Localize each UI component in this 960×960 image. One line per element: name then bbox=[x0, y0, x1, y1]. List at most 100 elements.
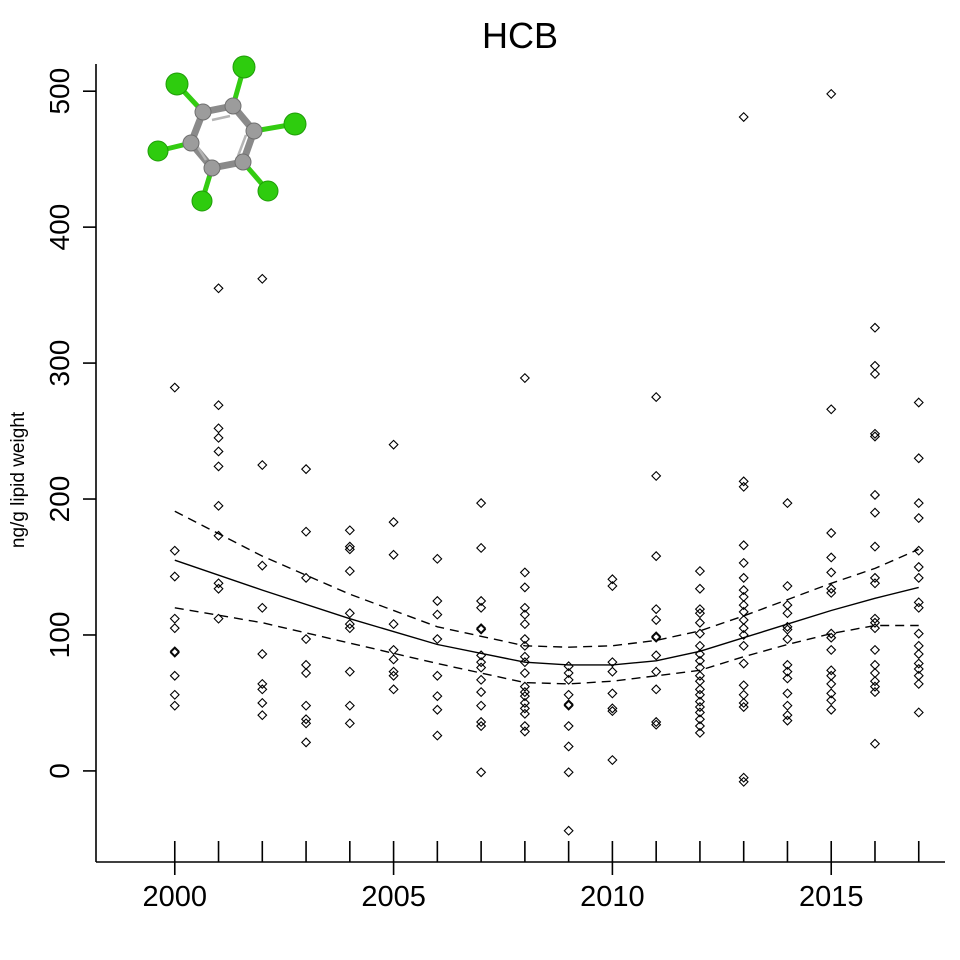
data-point bbox=[213, 446, 224, 457]
data-point bbox=[388, 644, 399, 656]
data-point bbox=[344, 700, 355, 711]
data-point bbox=[694, 617, 706, 628]
data-point bbox=[300, 718, 312, 729]
data-point bbox=[651, 632, 662, 643]
data-point bbox=[519, 609, 530, 620]
data-point bbox=[651, 470, 662, 481]
data-point bbox=[169, 623, 180, 634]
data-point bbox=[476, 767, 487, 778]
data-point bbox=[738, 557, 749, 568]
data-point bbox=[213, 500, 224, 511]
data-point bbox=[694, 720, 706, 732]
data-point bbox=[738, 111, 749, 123]
data-point bbox=[782, 688, 793, 699]
y-axis-label: ng/g lipid weight bbox=[8, 411, 29, 548]
data-point bbox=[694, 655, 706, 666]
data-point bbox=[388, 517, 399, 528]
data-point bbox=[826, 527, 837, 539]
data-point bbox=[344, 623, 355, 634]
data-point bbox=[738, 776, 749, 787]
data-point bbox=[869, 686, 881, 698]
data-point bbox=[782, 710, 793, 721]
data-point bbox=[869, 681, 881, 692]
data-point bbox=[913, 628, 924, 639]
data-point bbox=[869, 572, 881, 583]
data-point bbox=[476, 686, 487, 698]
data-point bbox=[563, 767, 574, 778]
x-tick-label: 2010 bbox=[580, 881, 645, 913]
data-point bbox=[694, 727, 706, 738]
data-point bbox=[782, 599, 793, 611]
data-point bbox=[169, 646, 180, 657]
data-point bbox=[563, 667, 574, 679]
data-point bbox=[607, 580, 618, 592]
data-point bbox=[257, 678, 268, 689]
data-point bbox=[432, 609, 443, 620]
data-point bbox=[651, 391, 662, 403]
data-point bbox=[476, 674, 487, 685]
data-point bbox=[169, 382, 180, 393]
data-point bbox=[607, 706, 618, 717]
data-point bbox=[869, 659, 881, 670]
data-point bbox=[476, 716, 487, 728]
chart-title: HCB bbox=[482, 15, 558, 56]
data-point bbox=[476, 623, 487, 634]
data-point bbox=[869, 431, 881, 442]
data-point bbox=[519, 657, 530, 668]
data-point bbox=[388, 684, 399, 695]
confidence-band-line bbox=[174, 510, 919, 648]
data-point bbox=[651, 551, 662, 562]
data-point bbox=[651, 719, 662, 730]
data-point bbox=[694, 640, 706, 651]
data-point bbox=[738, 614, 749, 626]
data-point bbox=[738, 572, 749, 583]
data-point bbox=[826, 632, 837, 643]
data-point bbox=[300, 659, 312, 670]
data-point bbox=[388, 439, 399, 450]
data-point bbox=[300, 464, 312, 475]
data-point bbox=[826, 552, 837, 563]
data-point bbox=[869, 676, 881, 687]
data-point bbox=[826, 644, 837, 656]
data-point bbox=[694, 701, 706, 713]
data-point bbox=[169, 647, 180, 658]
data-point bbox=[913, 397, 924, 408]
data-point bbox=[782, 608, 793, 619]
axes: 0 100 200 300 400 500 2000 2005 2010 2015 bbox=[44, 64, 945, 913]
data-point bbox=[694, 707, 706, 718]
x-tick-label: 2015 bbox=[799, 881, 864, 913]
data-point bbox=[738, 629, 749, 641]
x-tick-label: 2000 bbox=[143, 881, 208, 913]
data-point bbox=[344, 666, 355, 677]
data-point bbox=[563, 699, 574, 710]
data-point bbox=[213, 461, 224, 472]
data-point bbox=[300, 633, 312, 645]
y-tick-label: 200 bbox=[44, 476, 75, 523]
data-point bbox=[344, 525, 355, 536]
data-point bbox=[913, 658, 924, 669]
data-point bbox=[388, 654, 399, 665]
data-point bbox=[169, 700, 180, 711]
data-point bbox=[388, 670, 399, 681]
data-point bbox=[782, 633, 793, 645]
data-point bbox=[476, 624, 487, 635]
data-point bbox=[213, 283, 224, 294]
data-point bbox=[432, 691, 443, 702]
data-point bbox=[913, 572, 924, 583]
data-point bbox=[257, 602, 268, 613]
data-point bbox=[869, 617, 881, 628]
data-point bbox=[300, 737, 312, 748]
data-point bbox=[826, 688, 837, 699]
data-point bbox=[826, 665, 837, 676]
data-point bbox=[826, 704, 837, 715]
data-point bbox=[738, 540, 749, 551]
data-point bbox=[782, 498, 793, 509]
data-point bbox=[694, 604, 706, 615]
data-point bbox=[694, 583, 706, 594]
data-point bbox=[869, 489, 881, 501]
data-point bbox=[738, 658, 749, 669]
data-point bbox=[607, 657, 618, 668]
data-point bbox=[913, 678, 924, 689]
data-point bbox=[782, 580, 793, 592]
data-point bbox=[913, 498, 924, 509]
